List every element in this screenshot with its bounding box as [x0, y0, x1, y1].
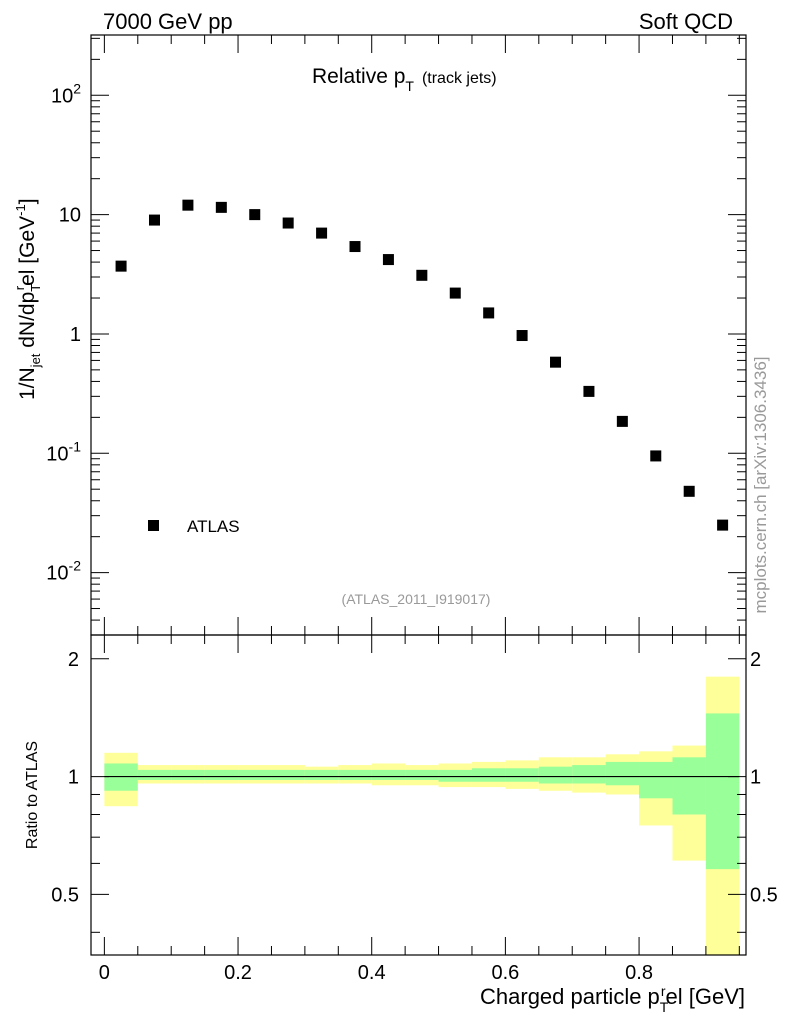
x-tick-label: 0: [99, 962, 110, 984]
data-point: [148, 214, 160, 226]
main-title-suffix: (track jets): [422, 70, 497, 87]
data-point: [516, 330, 528, 342]
band-stat-bin: [505, 768, 539, 782]
header-left: 7000 GeV pp: [103, 9, 233, 34]
data-points: [115, 199, 729, 531]
data-point: [483, 307, 495, 319]
main-title: Relative pT (track jets): [312, 65, 497, 94]
band-stat-bin: [672, 757, 706, 815]
main-y-tick-label: 10-2: [46, 558, 81, 585]
data-point: [449, 287, 461, 299]
legend-marker: [148, 520, 159, 531]
main-frame: [90, 34, 747, 636]
data-point: [249, 209, 261, 221]
band-stat-bin: [438, 769, 472, 782]
data-point: [416, 269, 428, 281]
data-point: [316, 227, 328, 239]
band-stat-bin: [705, 713, 740, 870]
ratio-y-tick-label: 1: [68, 767, 79, 789]
x-axis-label: Charged particle pTrel [GeV]: [480, 983, 745, 1015]
x-tick-label: 0.4: [358, 962, 386, 984]
data-point: [583, 385, 595, 397]
band-stat-bin: [137, 769, 172, 780]
ratio-ylabel: Ratio to ATLAS: [24, 741, 41, 849]
main-y-tick-label: 10-1: [46, 438, 81, 465]
band-stat-bin: [639, 761, 673, 799]
ratio-y-tick-label: 0.5: [51, 884, 79, 906]
band-stat-bin: [605, 761, 640, 786]
band-stat-bin: [538, 766, 573, 784]
data-point: [550, 356, 562, 368]
data-point: [349, 241, 361, 253]
ratio-y-tick-label-right: 0.5: [750, 884, 778, 906]
main-y-tick-label: 1: [70, 324, 81, 346]
main-y-tick-label: 10: [59, 205, 81, 227]
side-label: mcplots.cern.ch [arXiv:1306.3436]: [751, 356, 770, 613]
band-stat-bin: [238, 769, 272, 780]
analysis-annotation: (ATLAS_2011_I919017): [342, 591, 491, 607]
data-point: [650, 450, 662, 462]
data-point: [115, 260, 127, 272]
data-point: [616, 415, 628, 427]
ratio-frame: [90, 634, 747, 956]
header-right: Soft QCD: [639, 9, 733, 34]
data-point: [182, 199, 194, 211]
data-point: [282, 217, 294, 229]
legend-label: ATLAS: [187, 517, 240, 536]
ratio-y-tick-label-right: 1: [750, 767, 761, 789]
ratio-y-tick-label: 2: [68, 649, 79, 671]
main-ylabel: 1/Njet dN/dpTrel [GeV-1]: [12, 198, 43, 400]
band-stat-bin: [338, 769, 372, 780]
band-stat-bin: [572, 765, 606, 784]
x-tick-label: 0.8: [625, 962, 653, 984]
data-point: [215, 201, 227, 213]
band-stat-bin: [304, 769, 339, 780]
ratio-y-tick-label-right: 2: [750, 649, 761, 671]
main-y-tick-label: 102: [51, 80, 81, 107]
ratio-bands: [104, 676, 740, 955]
svg-text:1/Njet dN/dpTrel [GeV-1]: 1/Njet dN/dpTrel [GeV-1]: [12, 198, 43, 400]
band-stat-bin: [171, 769, 205, 780]
band-stat-bin: [271, 769, 305, 780]
x-tick-label: 0.6: [491, 962, 519, 984]
data-point: [382, 254, 394, 266]
data-point: [717, 519, 729, 531]
band-stat-bin: [204, 769, 239, 780]
main-title-text: Relative p: [312, 65, 405, 88]
main-title-sub: T: [405, 78, 414, 94]
band-stat-bin: [405, 769, 439, 780]
band-stat-bin: [471, 768, 506, 782]
data-point: [683, 485, 695, 497]
x-tick-label: 0.2: [224, 962, 252, 984]
axes: 10-2 10-1 1 10 102 0.5 0.5 1 1 2 2 0 0.2 0.4 0.6 0.8: [46, 34, 778, 984]
band-stat-bin: [371, 769, 406, 780]
